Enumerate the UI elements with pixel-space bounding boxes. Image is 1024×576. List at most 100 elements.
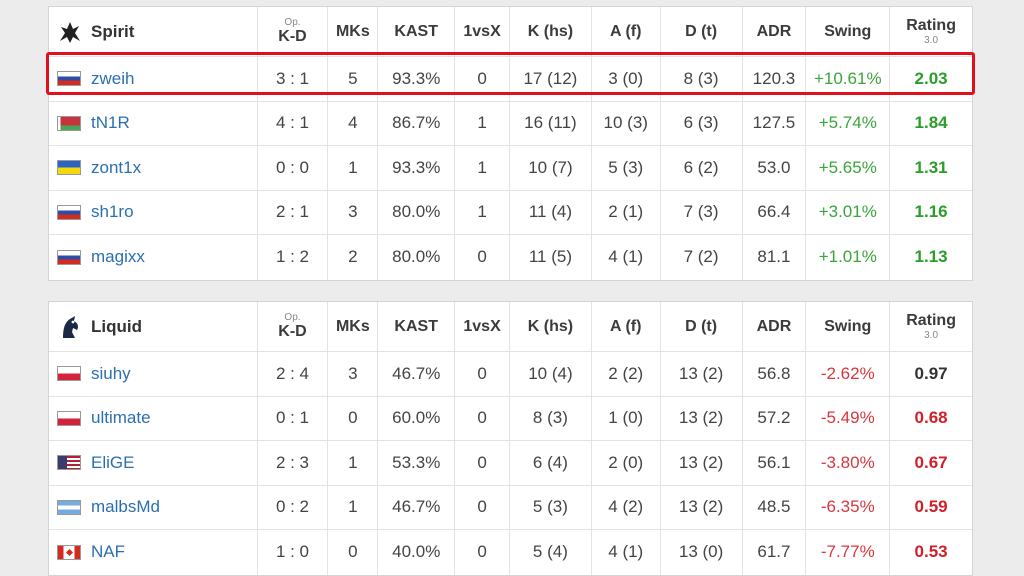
opening-kd: 0 : 1: [256, 396, 328, 440]
team-header[interactable]: Liquid: [49, 302, 257, 351]
kast: 86.7%: [377, 101, 454, 145]
liquid-horse-logo-icon: [57, 314, 83, 340]
assists: 5 (3): [590, 146, 660, 190]
opening-kd: 2 : 1: [256, 190, 328, 234]
col-header-mks[interactable]: MKs: [327, 7, 377, 56]
clutches: 0: [454, 235, 509, 280]
swing: -3.80%: [805, 441, 889, 485]
team-header[interactable]: Spirit: [49, 7, 257, 56]
col-header-adr[interactable]: ADR: [741, 7, 806, 56]
col-header-1vsx[interactable]: 1vsX: [454, 302, 509, 351]
col-header-kd[interactable]: Op. K-D: [256, 302, 328, 351]
rating: 1.31: [889, 146, 972, 190]
opening-kd: 0 : 0: [256, 146, 328, 190]
col-header-kills[interactable]: K (hs): [509, 7, 591, 56]
player-cell: sh1ro: [49, 191, 257, 235]
col-header-assists[interactable]: A (f): [590, 302, 660, 351]
col-header-mks[interactable]: MKs: [327, 302, 377, 351]
kills: 17 (12): [509, 57, 591, 101]
adr: 127.5: [741, 101, 806, 145]
player-name-link[interactable]: NAF: [91, 542, 125, 562]
kast: 46.7%: [377, 485, 454, 529]
player-row: magixx 1 : 2 2 80.0% 0 11 (5) 4 (1) 7 (2) 81.1 +1…: [49, 235, 972, 280]
rating: 1.13: [889, 235, 972, 280]
clutches: 0: [454, 441, 509, 485]
multikills: 5: [327, 57, 377, 101]
player-cell: zont1x: [49, 146, 257, 190]
assists: 2 (1): [590, 190, 660, 234]
clutches: 0: [454, 530, 509, 575]
deaths: 6 (3): [659, 101, 742, 145]
col-header-deaths[interactable]: D (t): [659, 302, 742, 351]
col-header-swing[interactable]: Swing: [805, 7, 889, 56]
player-name-link[interactable]: EliGE: [91, 452, 135, 472]
swing: -6.35%: [805, 485, 889, 529]
kast: 60.0%: [377, 396, 454, 440]
assists: 2 (0): [590, 441, 660, 485]
swing: +5.65%: [805, 146, 889, 190]
kills: 6 (4): [509, 441, 591, 485]
assists: 10 (3): [590, 101, 660, 145]
player-name-link[interactable]: zont1x: [91, 157, 142, 177]
col-header-kills[interactable]: K (hs): [509, 302, 591, 351]
clutches: 1: [454, 101, 509, 145]
adr: 56.8: [741, 352, 806, 396]
multikills: 3: [327, 190, 377, 234]
opening-kd: 2 : 4: [256, 352, 328, 396]
kills: 10 (7): [509, 146, 591, 190]
col-header-kast[interactable]: KAST: [377, 302, 454, 351]
player-name-link[interactable]: tN1R: [91, 113, 130, 133]
player-name-link[interactable]: malbsMd: [91, 497, 160, 517]
adr: 120.3: [741, 57, 806, 101]
col-header-swing[interactable]: Swing: [805, 302, 889, 351]
multikills: 2: [327, 235, 377, 280]
kast: 80.0%: [377, 190, 454, 234]
opening-kd: 1 : 2: [256, 235, 328, 280]
multikills: 0: [327, 530, 377, 575]
multikills: 1: [327, 146, 377, 190]
kills: 11 (5): [509, 235, 591, 280]
assists: 4 (1): [590, 235, 660, 280]
rating: 0.53: [889, 530, 972, 575]
adr: 56.1: [741, 441, 806, 485]
col-header-assists[interactable]: A (f): [590, 7, 660, 56]
multikills: 3: [327, 352, 377, 396]
col-header-rating[interactable]: Rating 3.0: [889, 302, 972, 351]
canada-flag-icon: [57, 544, 81, 560]
player-name-link[interactable]: zweih: [91, 68, 135, 88]
deaths: 13 (2): [659, 352, 742, 396]
opening-kd: 4 : 1: [256, 101, 328, 145]
col-header-adr[interactable]: ADR: [741, 302, 806, 351]
adr: 48.5: [741, 485, 806, 529]
col-header-kd[interactable]: Op. K-D: [256, 7, 328, 56]
player-name-link[interactable]: ultimate: [91, 408, 151, 428]
poland-flag-icon: [57, 410, 81, 426]
rating: 0.59: [889, 485, 972, 529]
clutches: 0: [454, 396, 509, 440]
swing: +5.74%: [805, 101, 889, 145]
player-name-link[interactable]: sh1ro: [91, 202, 134, 222]
rating: 0.67: [889, 441, 972, 485]
player-name-link[interactable]: siuhy: [91, 363, 131, 383]
col-header-deaths[interactable]: D (t): [659, 7, 742, 56]
russia-flag-icon: [57, 249, 81, 265]
col-header-rating[interactable]: Rating 3.0: [889, 7, 972, 56]
kills: 5 (3): [509, 485, 591, 529]
clutches: 1: [454, 146, 509, 190]
spirit-dragon-logo-icon: [57, 19, 83, 45]
adr: 57.2: [741, 396, 806, 440]
deaths: 8 (3): [659, 57, 742, 101]
team-scoreboard-liquid: Liquid Op. K-D MKs KAST 1vsX K (hs) A (f)…: [48, 301, 973, 576]
kast: 46.7%: [377, 352, 454, 396]
multikills: 4: [327, 101, 377, 145]
player-cell: magixx: [49, 235, 257, 280]
deaths: 13 (2): [659, 485, 742, 529]
player-row: siuhy 2 : 4 3 46.7% 0 10 (4) 2 (2) 13 (2) 56.8 -2…: [49, 352, 972, 397]
player-row: malbsMd 0 : 2 1 46.7% 0 5 (3) 4 (2) 13 (2) 48.5-…: [49, 485, 972, 530]
team-name: Spirit: [91, 21, 135, 41]
col-header-kast[interactable]: KAST: [377, 7, 454, 56]
kills: 8 (3): [509, 396, 591, 440]
col-header-1vsx[interactable]: 1vsX: [454, 7, 509, 56]
kills: 16 (11): [509, 101, 591, 145]
player-name-link[interactable]: magixx: [91, 247, 145, 267]
